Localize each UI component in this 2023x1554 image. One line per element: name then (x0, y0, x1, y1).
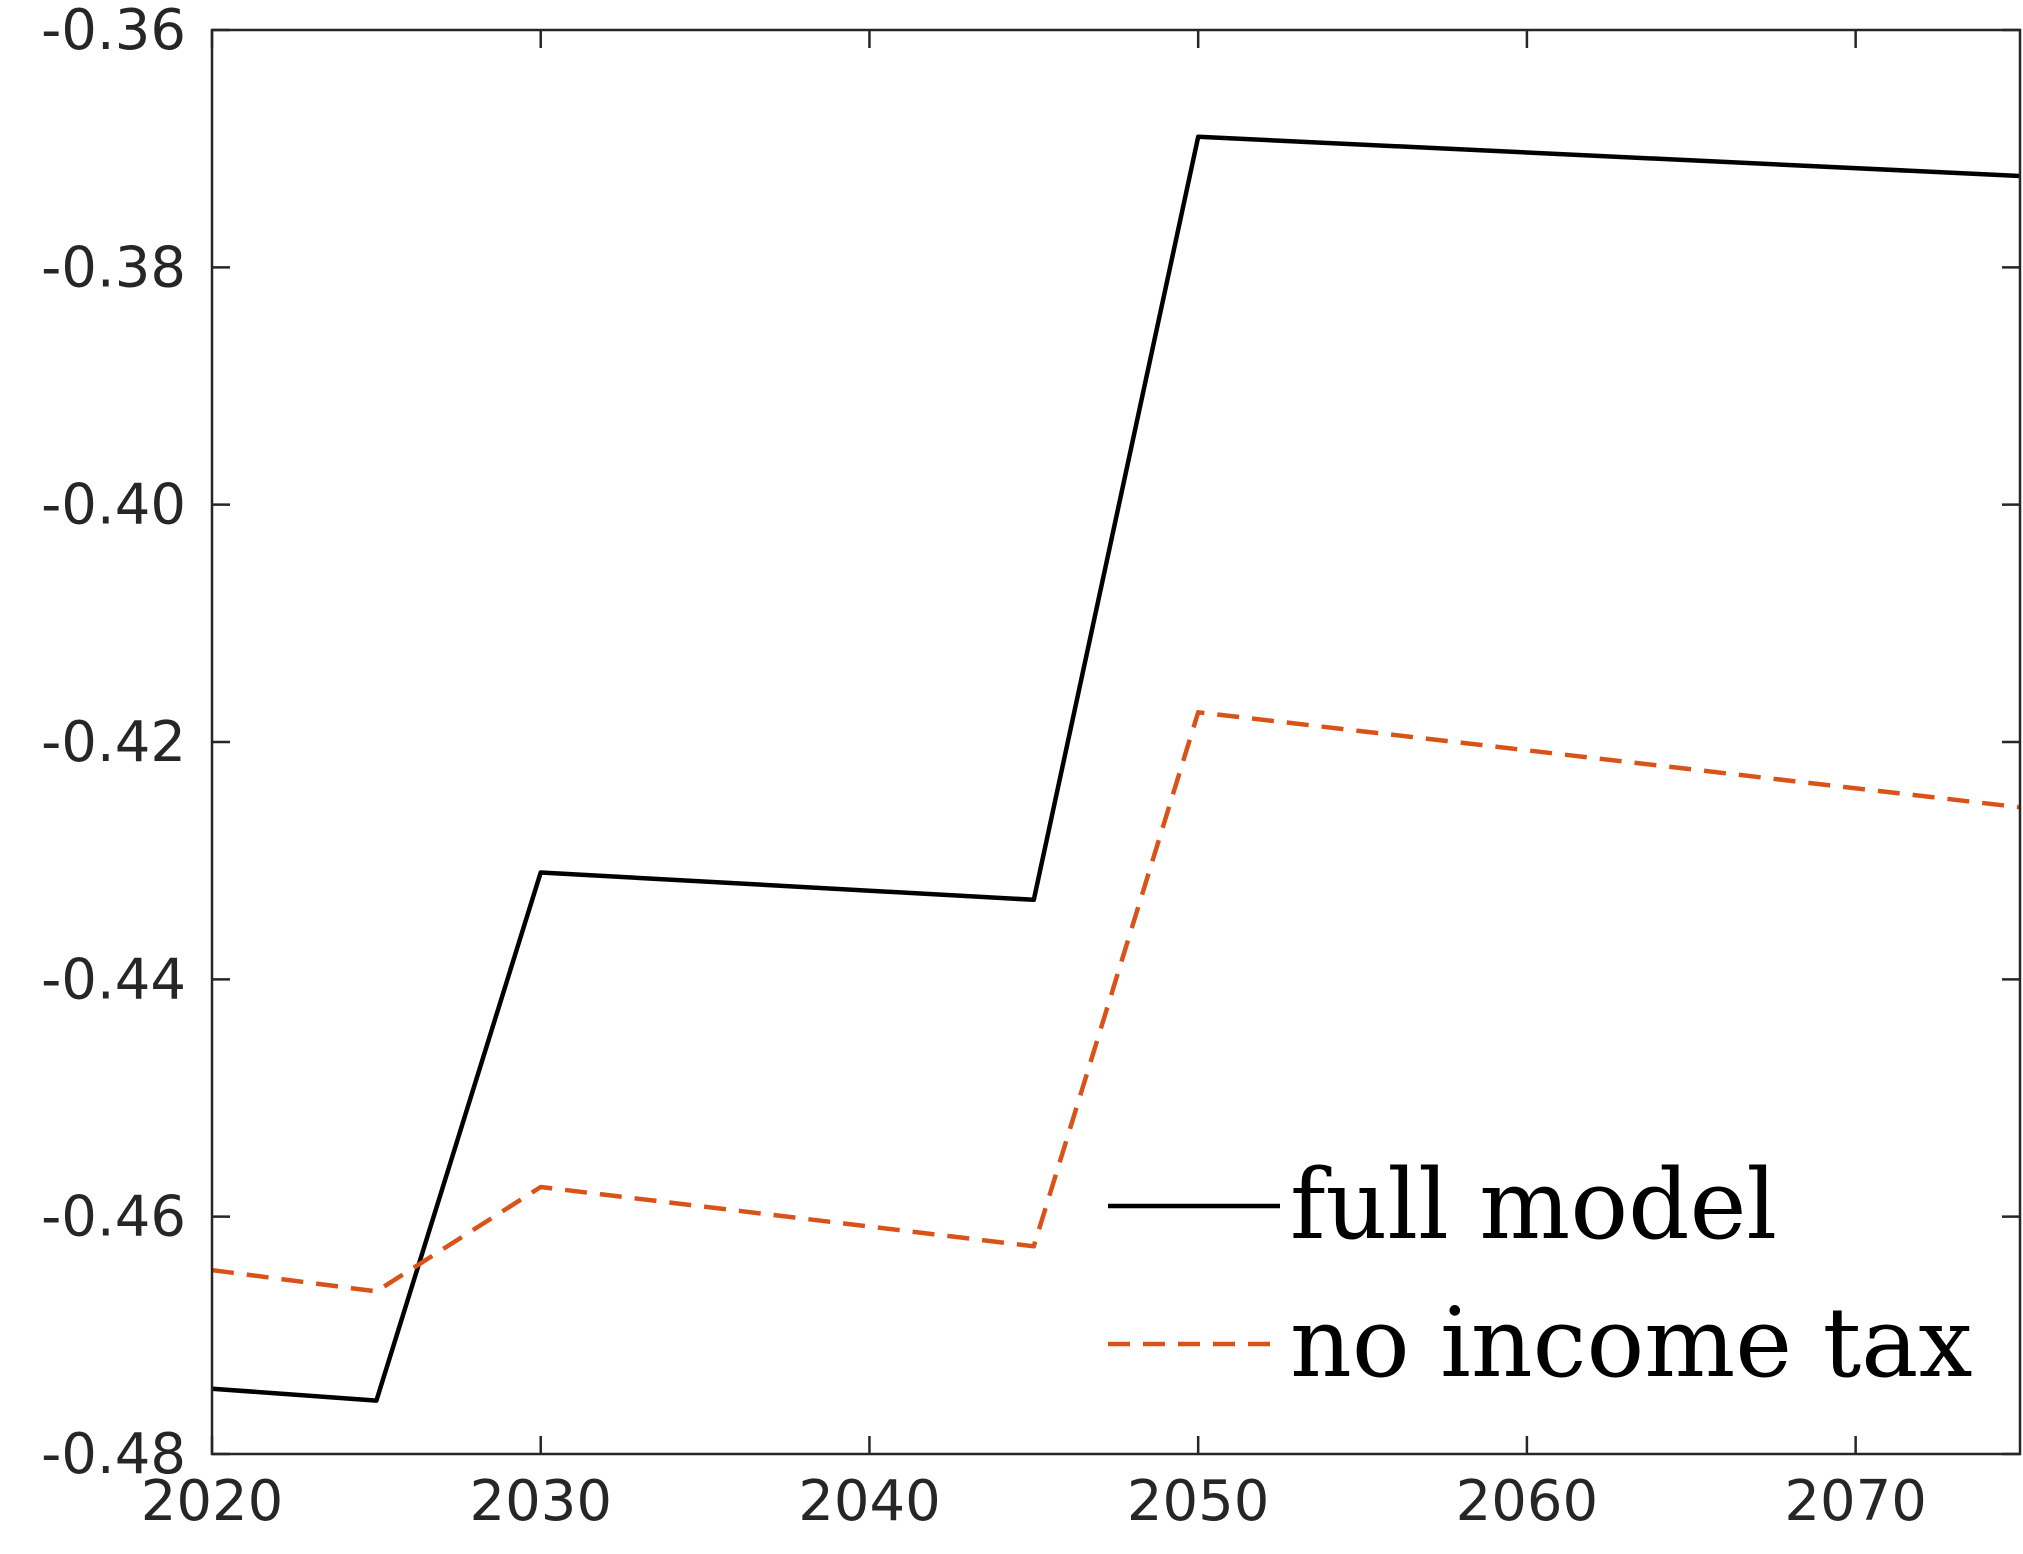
y-tick-label: -0.44 (41, 947, 186, 1012)
x-tick-label: 2030 (469, 1469, 612, 1534)
x-tick-label: 2020 (141, 1469, 284, 1534)
legend: full model no income tax (1108, 1149, 1973, 1399)
y-tick-label: -0.36 (41, 0, 186, 63)
x-tick-labels: 2020 2030 2040 2050 2060 2070 (141, 1469, 1927, 1534)
y-tick-label: -0.48 (41, 1422, 186, 1487)
x-tick-label: 2050 (1127, 1469, 1270, 1534)
y-tick-labels: -0.36 -0.38 -0.40 -0.42 -0.44 -0.46 -0.48 (41, 0, 186, 1487)
y-tick-label: -0.42 (41, 710, 186, 775)
x-tick-label: 2040 (798, 1469, 941, 1534)
plot-frame (210, 28, 2022, 1456)
series-line-2 (211, 710, 2021, 1294)
plot-background (212, 30, 2020, 1454)
series-lines (211, 134, 2021, 1403)
legend-label-2: no income tax (1290, 1287, 1973, 1399)
x-tick-label: 2070 (1784, 1469, 1927, 1534)
y-tick-label: -0.38 (41, 235, 186, 300)
y-tick-label: -0.46 (41, 1185, 186, 1250)
y-tick-label: -0.40 (41, 473, 186, 538)
legend-label-1: full model (1290, 1149, 1777, 1261)
x-tick-label: 2060 (1456, 1469, 1599, 1534)
series-line-1 (211, 134, 2021, 1403)
